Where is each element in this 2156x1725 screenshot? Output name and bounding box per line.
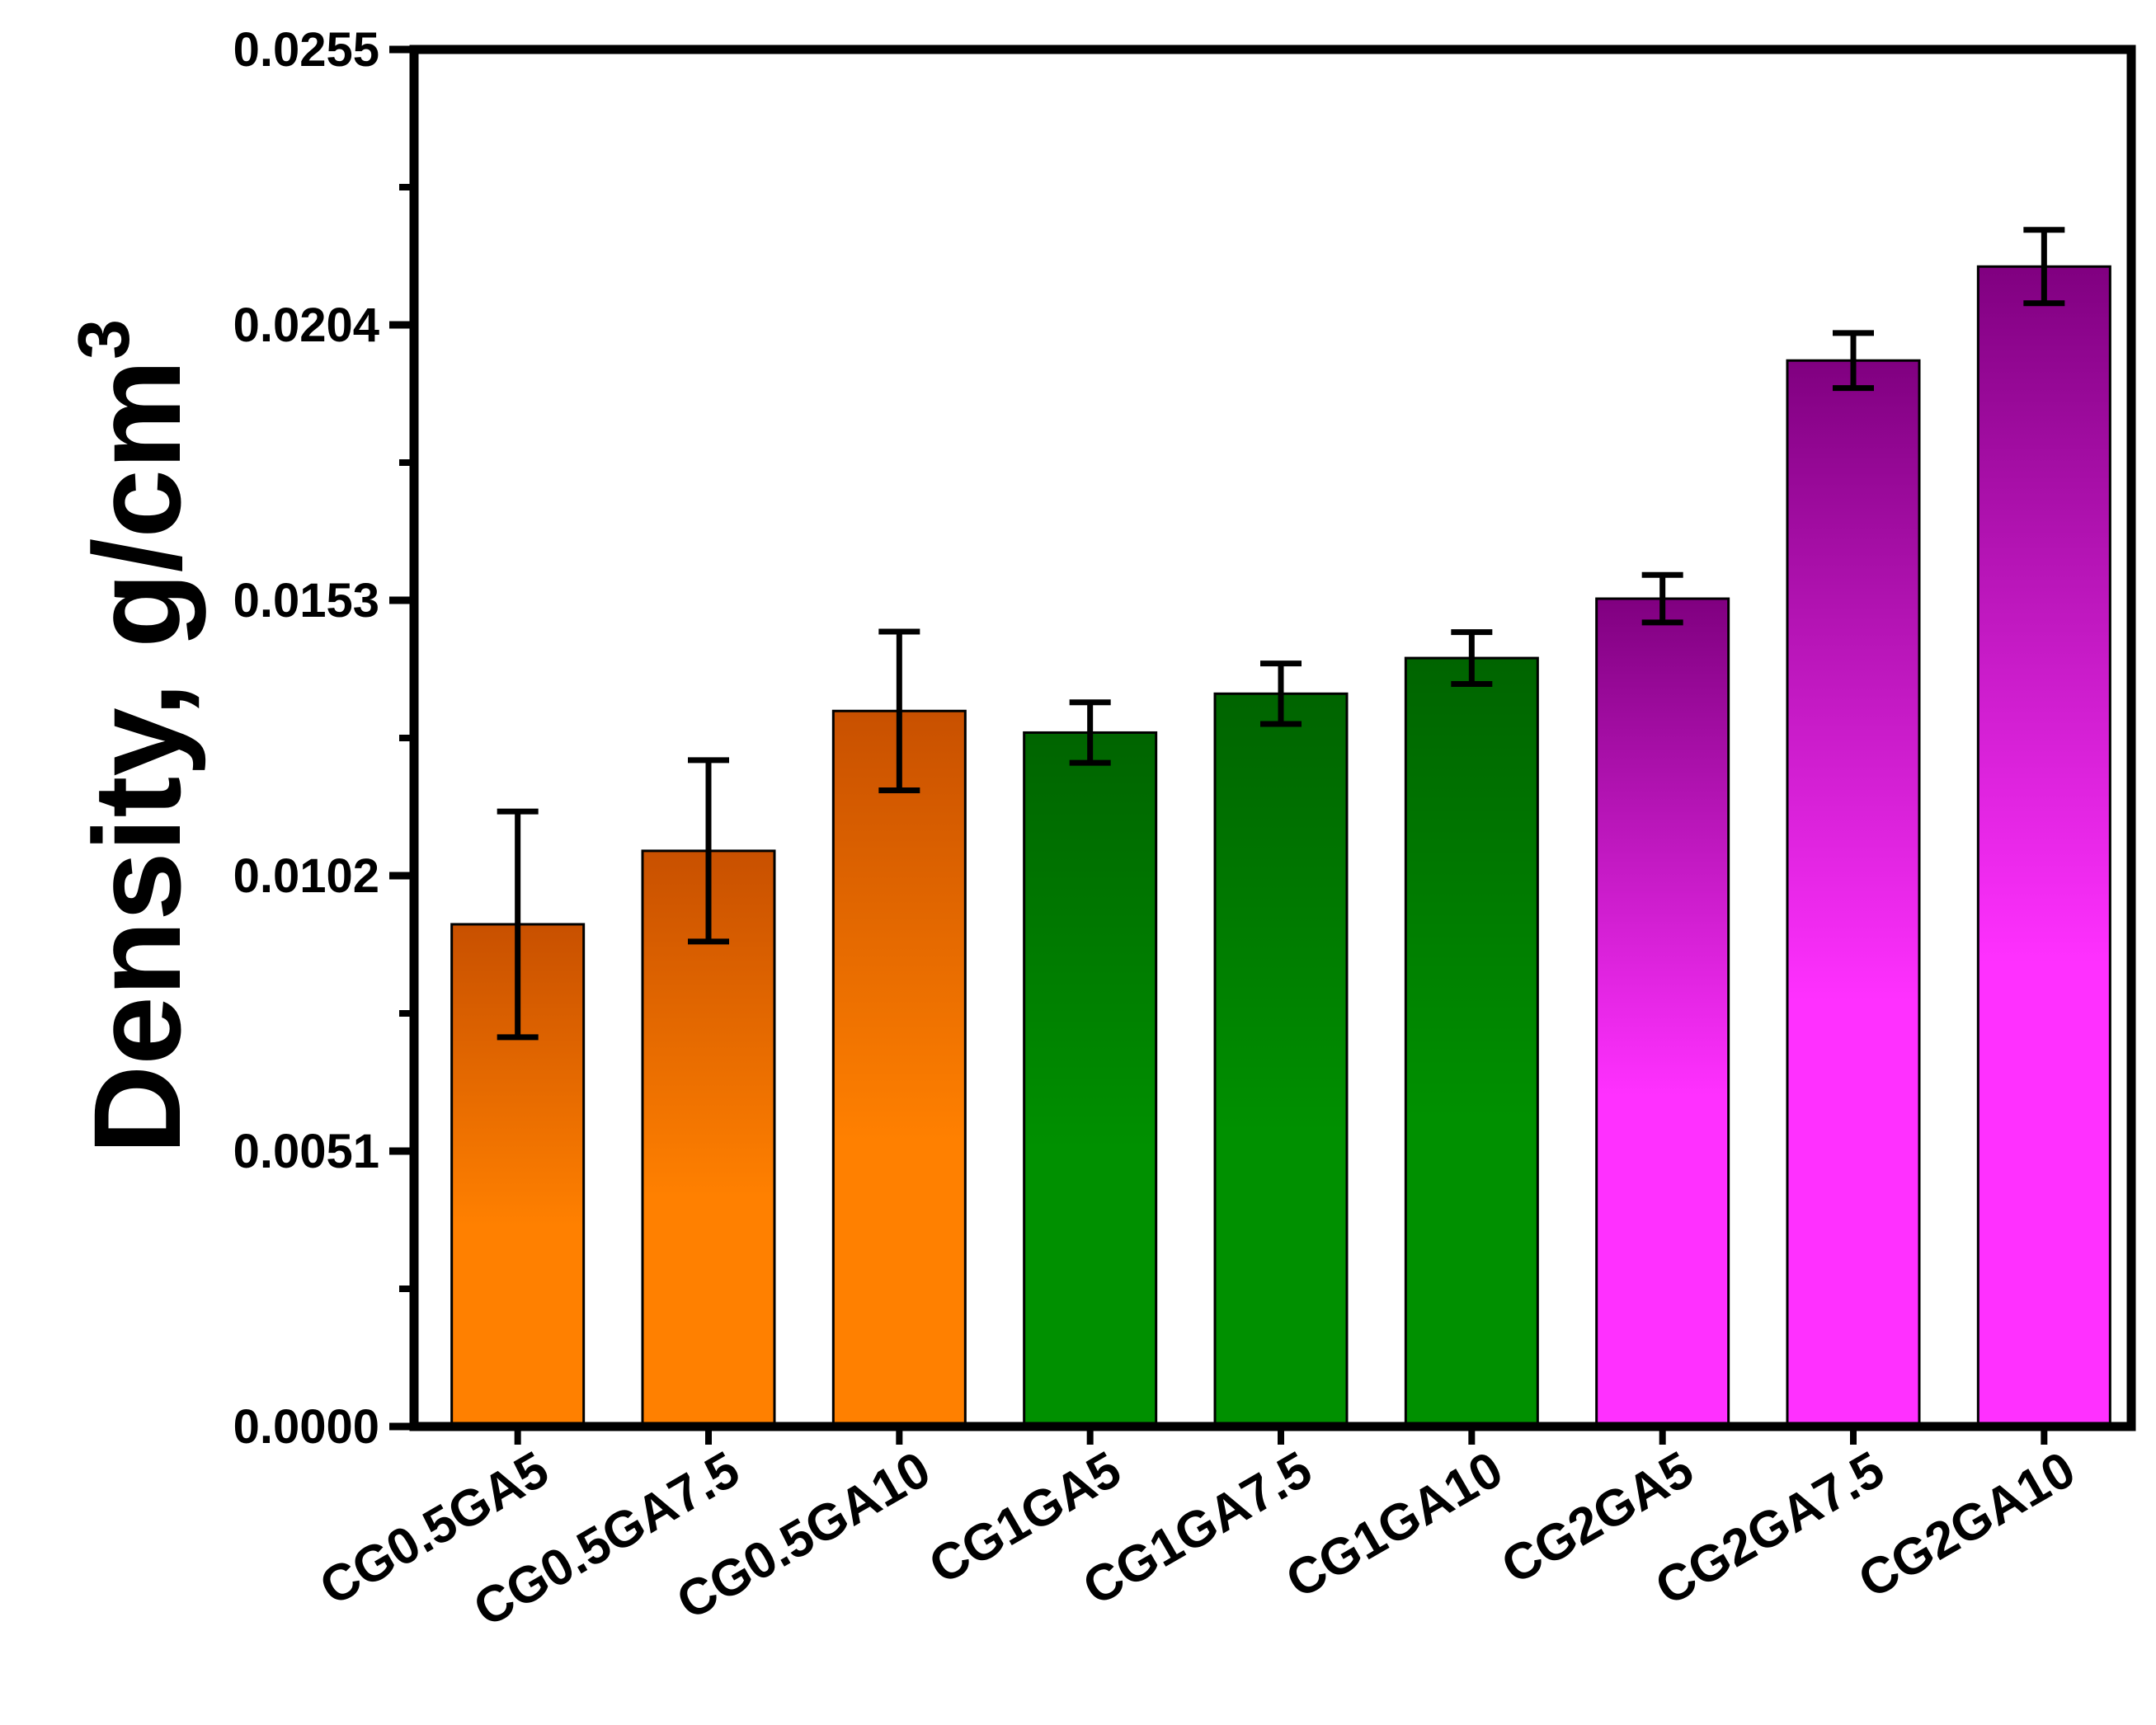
- y-axis-title: Density, g/cm3: [63, 319, 206, 1154]
- y-tick-label: 0.0255: [233, 23, 379, 77]
- y-axis: 0.0000 0.0051 0.0102 0.0153 0.0204 0.0255: [233, 23, 2048, 1454]
- bar: [831, 709, 967, 1428]
- x-category-label: CG1GA10: [1277, 1441, 1512, 1609]
- plot-frame: [409, 45, 2136, 1431]
- y-tick-label: 0.0204: [233, 298, 379, 352]
- bar: [1404, 656, 1539, 1428]
- bars-group: [450, 265, 2111, 1428]
- error-bars-group: [497, 227, 2065, 1041]
- y-tick-label: 0.0051: [233, 1125, 379, 1178]
- y-tick-label: 0.0153: [233, 574, 379, 627]
- bar: [1976, 265, 2111, 1428]
- x-axis-labels: CG0.5GA5CG0.5GA7.5CG0.5GA10CG1GA5CG1GA7.…: [311, 1441, 2085, 1638]
- y-tick-label: 0.0102: [233, 849, 379, 903]
- bar: [1786, 359, 1921, 1428]
- bar: [1023, 731, 1158, 1428]
- bar: [1595, 597, 1730, 1428]
- y-axis-title-superscript: 3: [63, 319, 144, 360]
- x-category-label: CG2GA10: [1849, 1441, 2084, 1609]
- y-tick-label: 0.0000: [233, 1400, 379, 1454]
- bar: [641, 849, 776, 1428]
- bar: [1213, 692, 1349, 1428]
- y-axis-title-main: Density, g/cm: [68, 360, 206, 1154]
